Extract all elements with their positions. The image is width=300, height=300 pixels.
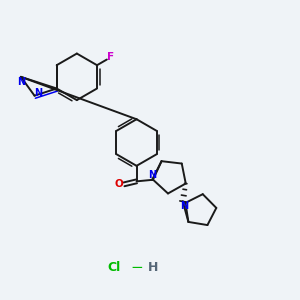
Text: O: O — [115, 179, 123, 189]
Text: N: N — [148, 170, 157, 180]
Text: Cl: Cl — [107, 262, 121, 275]
Text: N: N — [180, 201, 188, 211]
Text: N: N — [17, 76, 25, 87]
Text: F: F — [107, 52, 115, 62]
Text: −: − — [130, 260, 143, 275]
Text: N: N — [34, 88, 43, 98]
Text: H: H — [148, 262, 158, 275]
